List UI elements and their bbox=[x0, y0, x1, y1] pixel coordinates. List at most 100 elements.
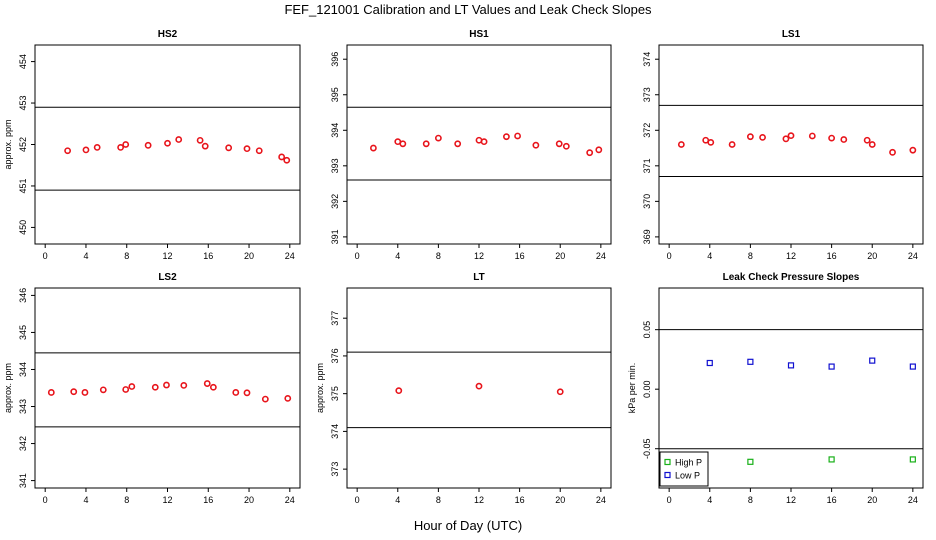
data-point bbox=[64, 147, 72, 155]
data-point bbox=[117, 144, 125, 151]
y-tick-label: 374 bbox=[642, 52, 652, 67]
data-point bbox=[909, 146, 917, 154]
x-tick-label: 0 bbox=[355, 251, 360, 261]
data-point bbox=[399, 140, 407, 148]
x-tick-label: 12 bbox=[786, 251, 796, 261]
data-point bbox=[840, 136, 848, 143]
legend-label: Low P bbox=[675, 471, 700, 481]
x-tick-label: 0 bbox=[667, 495, 672, 505]
data-point bbox=[480, 138, 488, 146]
x-tick-label: 24 bbox=[908, 251, 918, 261]
x-tick-label: 12 bbox=[162, 251, 172, 261]
x-tick-label: 24 bbox=[285, 251, 295, 261]
x-tick-label: 20 bbox=[555, 251, 565, 261]
x-tick-label: 8 bbox=[748, 495, 753, 505]
figure-x-axis-label: Hour of Day (UTC) bbox=[413, 518, 523, 533]
x-tick-label: 4 bbox=[395, 495, 400, 505]
y-tick-label: 369 bbox=[642, 229, 652, 244]
y-tick-label: 376 bbox=[330, 348, 340, 363]
x-tick-label: 0 bbox=[667, 251, 672, 261]
x-tick-label: 12 bbox=[474, 251, 484, 261]
y-tick-label: 451 bbox=[18, 178, 28, 193]
data-point bbox=[144, 141, 152, 149]
data-point bbox=[122, 141, 130, 148]
x-tick-label: 20 bbox=[244, 495, 254, 505]
y-tick-label: 454 bbox=[18, 54, 28, 69]
y-tick-label: 396 bbox=[330, 52, 340, 67]
y-axis-label: approx. ppm bbox=[3, 119, 13, 169]
data-point bbox=[70, 388, 78, 396]
data-point bbox=[255, 147, 263, 155]
y-tick-label: 450 bbox=[18, 220, 28, 235]
data-point bbox=[261, 395, 269, 403]
data-point bbox=[151, 383, 159, 391]
data-point bbox=[232, 389, 240, 396]
x-tick-label: 20 bbox=[244, 251, 254, 261]
panel-title: LS1 bbox=[782, 29, 801, 40]
y-tick-label: 373 bbox=[642, 87, 652, 102]
data-point bbox=[595, 146, 603, 154]
data-point bbox=[196, 136, 204, 144]
x-tick-label: 8 bbox=[124, 251, 129, 261]
plot-frame bbox=[658, 44, 924, 245]
data-point bbox=[203, 380, 211, 387]
data-point bbox=[99, 386, 107, 394]
data-point bbox=[759, 133, 766, 141]
data-point bbox=[556, 388, 564, 396]
x-tick-label: 16 bbox=[203, 495, 213, 505]
y-tick-label: 452 bbox=[18, 137, 28, 152]
chart-panel-1: HS2 0 4 8 12 16 20 24 450 451 452 453 454 approx. ppm bbox=[3, 29, 301, 261]
data-point bbox=[164, 139, 171, 147]
y-tick-label: -0.05 bbox=[642, 438, 652, 459]
x-tick-label: 16 bbox=[203, 251, 213, 261]
data-point bbox=[454, 140, 462, 148]
data-point bbox=[503, 133, 510, 141]
data-point bbox=[787, 132, 795, 140]
data-point bbox=[909, 363, 916, 370]
y-tick-label: 374 bbox=[330, 424, 340, 439]
data-point bbox=[81, 389, 89, 396]
y-tick-label: 377 bbox=[330, 311, 340, 326]
data-point bbox=[284, 394, 292, 402]
panel-title: HS2 bbox=[158, 29, 178, 40]
data-point bbox=[122, 386, 130, 393]
data-point bbox=[828, 134, 836, 142]
y-tick-label: 373 bbox=[330, 462, 340, 477]
y-tick-label: 370 bbox=[642, 194, 652, 209]
data-point bbox=[82, 146, 90, 154]
x-tick-label: 8 bbox=[124, 495, 129, 505]
x-tick-label: 4 bbox=[83, 251, 88, 261]
legend-label: High P bbox=[675, 458, 702, 468]
data-point bbox=[93, 144, 101, 151]
x-tick-label: 20 bbox=[867, 251, 877, 261]
data-point bbox=[278, 153, 286, 161]
data-point bbox=[532, 141, 540, 149]
x-tick-label: 16 bbox=[827, 251, 837, 261]
data-point bbox=[747, 358, 754, 365]
data-point bbox=[175, 136, 183, 143]
x-tick-label: 24 bbox=[596, 251, 606, 261]
legend-marker bbox=[664, 458, 671, 466]
y-tick-label: 0.00 bbox=[642, 380, 652, 398]
data-point bbox=[828, 456, 835, 463]
x-tick-label: 4 bbox=[707, 495, 712, 505]
x-tick-label: 24 bbox=[596, 495, 606, 505]
data-point bbox=[787, 362, 795, 369]
x-tick-label: 8 bbox=[748, 251, 753, 261]
data-point bbox=[243, 389, 251, 397]
x-tick-label: 0 bbox=[43, 495, 48, 505]
data-point bbox=[180, 382, 188, 389]
y-tick-label: 342 bbox=[18, 436, 28, 451]
data-point bbox=[562, 142, 570, 150]
y-axis-label: approx. ppm bbox=[3, 363, 13, 413]
data-point bbox=[283, 156, 291, 164]
x-tick-label: 0 bbox=[43, 251, 48, 261]
data-point bbox=[863, 136, 871, 144]
data-point bbox=[677, 141, 685, 148]
figure-title: FEF_121001 Calibration and LT Values and… bbox=[284, 2, 652, 17]
data-point bbox=[746, 133, 754, 141]
data-point bbox=[828, 363, 835, 370]
data-point bbox=[909, 456, 916, 463]
chart-panel-6: Leak Check Pressure Slopes 0 4 8 12 16 20 24 -0.… bbox=[627, 272, 924, 505]
x-tick-label: 12 bbox=[162, 495, 172, 505]
